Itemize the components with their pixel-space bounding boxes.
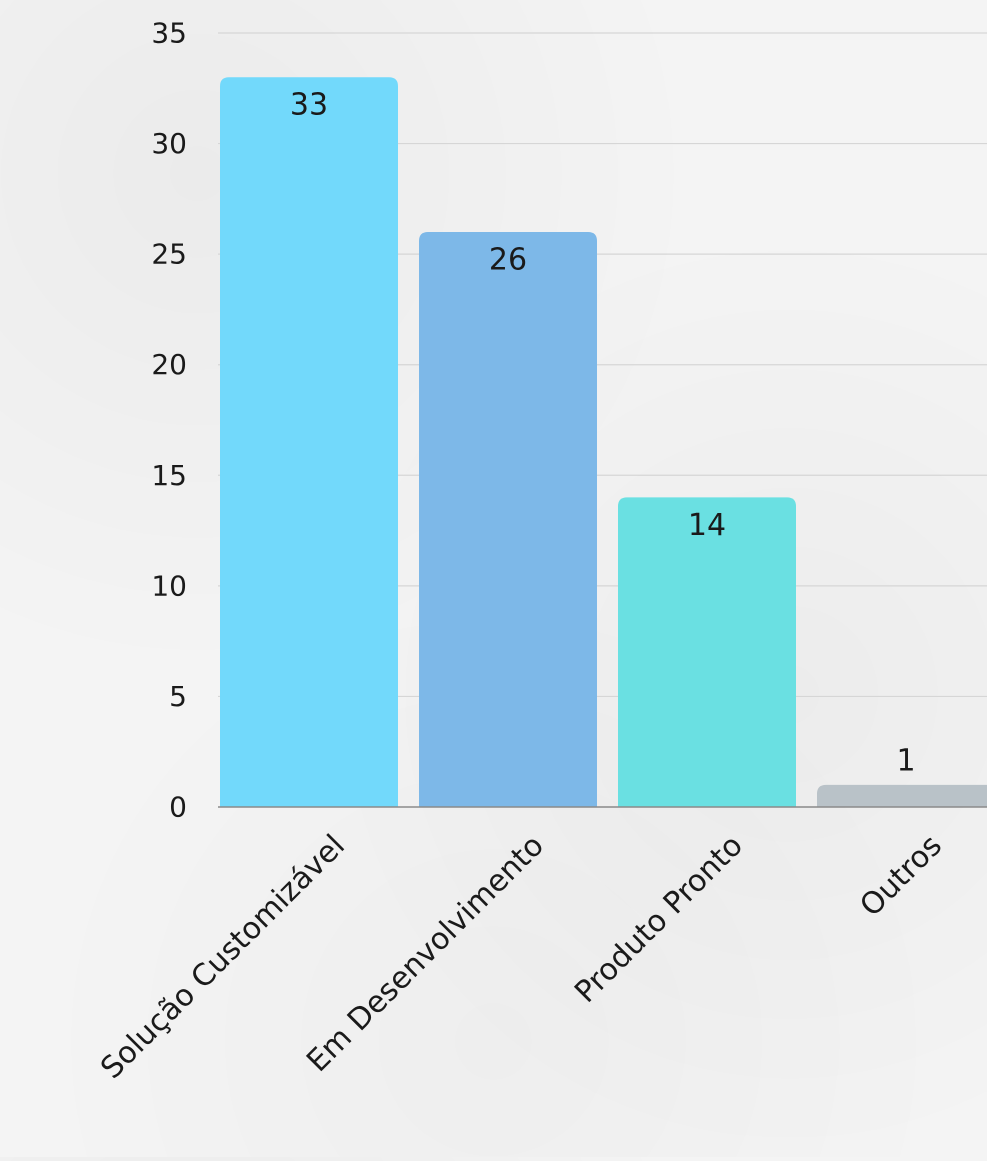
- bar-3: [618, 497, 796, 807]
- y-tick-label: 0: [169, 791, 187, 824]
- x-category-label: Produto Pronto: [568, 828, 750, 1010]
- data-label: 14: [688, 508, 726, 543]
- bar-4: [817, 784, 987, 807]
- data-label: 1: [896, 743, 915, 778]
- bar-1: [220, 77, 398, 807]
- data-label: 26: [489, 243, 527, 278]
- y-tick-label: 10: [151, 569, 187, 602]
- x-category-label: Outros: [853, 828, 949, 924]
- y-tick-label: 15: [151, 459, 187, 492]
- y-tick-label: 25: [151, 238, 187, 271]
- bars: [220, 77, 987, 807]
- y-tick-label: 30: [151, 127, 187, 160]
- bar-2: [419, 232, 597, 807]
- y-tick-label: 5: [169, 680, 187, 713]
- data-labels: 33 26 14 1: [290, 88, 916, 779]
- data-label: 33: [290, 88, 328, 123]
- y-tick-label: 35: [151, 17, 187, 50]
- y-axis-ticks: 0 5 10 15 20 25 30 35: [151, 17, 187, 824]
- y-tick-label: 20: [151, 348, 187, 381]
